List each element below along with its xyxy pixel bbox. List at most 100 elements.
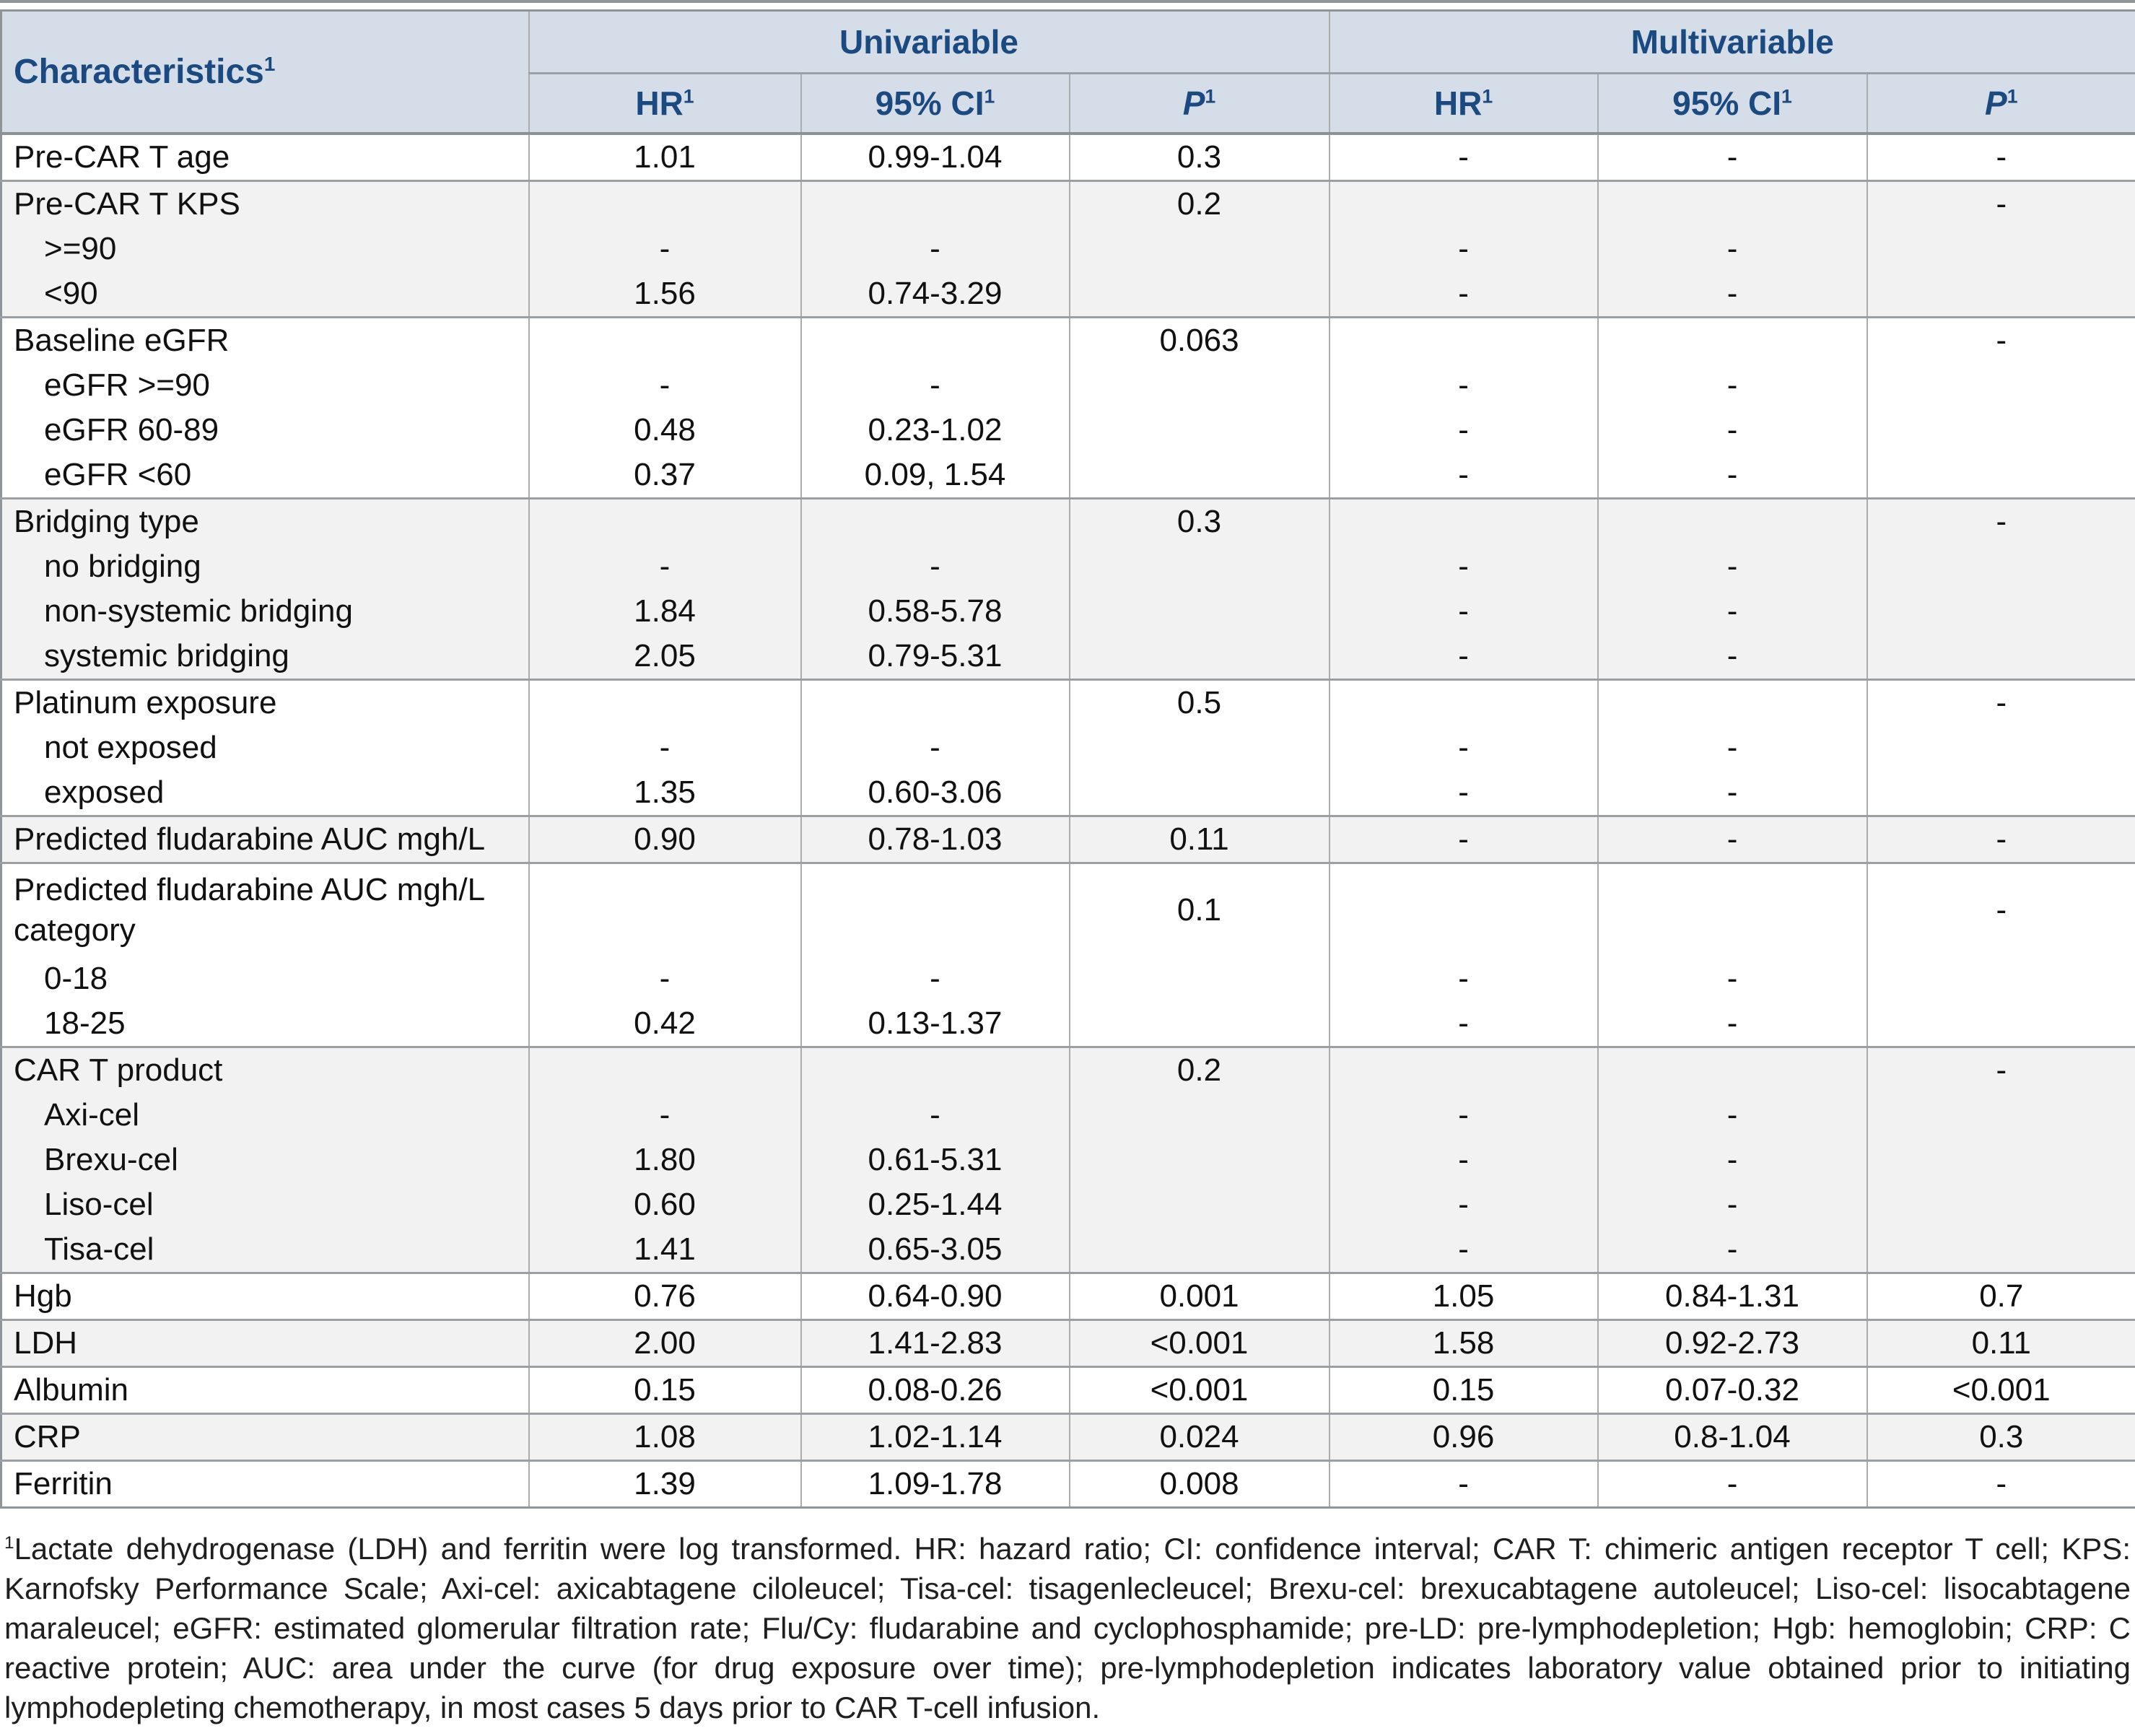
- cell-value: <0.001: [1068, 1366, 1330, 1414]
- column-header-p-univariable: P1: [1068, 72, 1330, 135]
- cell-value: [1866, 271, 2135, 318]
- cell-value: -: [1597, 227, 1867, 271]
- cell-value: -: [1597, 589, 1867, 634]
- cell-value: 1.41: [528, 1227, 801, 1273]
- cell-value: 0.84-1.31: [1597, 1272, 1867, 1320]
- cell-value: 0.79-5.31: [800, 634, 1070, 680]
- cell-value: [528, 1046, 801, 1093]
- cell-value: -: [1328, 1227, 1598, 1273]
- table-row: Hgb 0.76 0.64-0.90 0.001 1.05 0.84-1.31 0.7: [0, 1272, 2135, 1320]
- table-row: Platinum exposure 0.5 -: [0, 679, 2135, 725]
- cell-value: 0.3: [1068, 132, 1330, 181]
- cell-value: [1866, 770, 2135, 816]
- cell-value: 0.08-0.26: [800, 1366, 1070, 1414]
- table-row: 18-25 0.42 0.13-1.37 - -: [0, 1001, 2135, 1047]
- cell-value: [1597, 679, 1867, 725]
- cell-value: [1866, 1182, 2135, 1227]
- row-label: Predicted fludarabine AUC mgh/L: [0, 815, 529, 863]
- cell-value: 0.90: [528, 815, 801, 863]
- cell-value: 0.74-3.29: [800, 271, 1070, 318]
- cell-value: -: [1328, 453, 1598, 499]
- cell-value: -: [528, 1093, 801, 1138]
- cell-value: -: [1597, 1093, 1867, 1138]
- cell-value: [528, 862, 801, 956]
- row-label: Platinum exposure: [0, 679, 529, 725]
- column-group-multivariable: Multivariable: [1328, 10, 2135, 74]
- table-footnote: 1Lactate dehydrogenase (LDH) and ferriti…: [0, 1529, 2135, 1727]
- table-row: Predicted fludarabine AUC mgh/L 0.90 0.78-…: [0, 815, 2135, 863]
- cell-value: -: [800, 227, 1070, 271]
- cell-value: -: [1328, 1001, 1598, 1047]
- cell-value: 0.3: [1068, 497, 1330, 544]
- cell-value: -: [1328, 363, 1598, 408]
- cell-value: [1866, 956, 2135, 1001]
- cell-value: [1866, 1001, 2135, 1047]
- cell-value: -: [528, 725, 801, 770]
- cell-value: [800, 497, 1070, 544]
- cell-value: [1866, 408, 2135, 453]
- cell-value: 0.07-0.32: [1597, 1366, 1867, 1414]
- cell-value: -: [1328, 132, 1598, 181]
- cell-value: [1866, 227, 2135, 271]
- table-row: systemic bridging 2.05 0.79-5.31 - -: [0, 634, 2135, 680]
- cell-value: -: [800, 363, 1070, 408]
- cell-value: [1328, 180, 1598, 227]
- row-label: >=90: [0, 227, 529, 271]
- cell-value: [1068, 271, 1330, 318]
- row-label: Bridging type: [0, 497, 529, 544]
- cell-value: 0.76: [528, 1272, 801, 1320]
- cell-value: -: [1328, 725, 1598, 770]
- cell-value: -: [1328, 634, 1598, 680]
- cell-value: -: [1597, 1138, 1867, 1182]
- cell-value: <0.001: [1866, 1366, 2135, 1414]
- cell-value: -: [1597, 132, 1867, 181]
- row-label: Hgb: [0, 1272, 529, 1320]
- cell-value: -: [1597, 408, 1867, 453]
- row-label: Albumin: [0, 1366, 529, 1414]
- cell-value: [1068, 1093, 1330, 1138]
- cell-value: -: [800, 956, 1070, 1001]
- table-row: no bridging - - - -: [0, 544, 2135, 589]
- cell-value: [1866, 725, 2135, 770]
- table-row: Albumin 0.15 0.08-0.26 <0.001 0.15 0.07-0.32 <…: [0, 1366, 2135, 1414]
- cell-value: -: [1866, 679, 2135, 725]
- cox-regression-table: Characteristics1 Univariable Multivariab…: [0, 9, 2135, 1509]
- cell-value: -: [1866, 815, 2135, 863]
- cell-value: [1866, 1093, 2135, 1138]
- cell-value: [1597, 316, 1867, 363]
- table-row: Axi-cel - - - -: [0, 1093, 2135, 1138]
- column-header-hr-univariable: HR1: [528, 72, 801, 135]
- footnote-marker: 1: [2007, 85, 2018, 108]
- cell-value: [1597, 180, 1867, 227]
- table-row: non-systemic bridging 1.84 0.58-5.78 - -: [0, 589, 2135, 634]
- cell-value: [800, 1046, 1070, 1093]
- table-row: Predicted fludarabine AUC mgh/L category…: [0, 862, 2135, 956]
- table-row: eGFR >=90- - - -: [0, 363, 2135, 408]
- multivariable-label: Multivariable: [1630, 23, 1834, 61]
- cell-value: [1597, 497, 1867, 544]
- footnote-marker: 1: [1781, 85, 1792, 108]
- table-body: Pre-CAR T age 1.01 0.99-1.04 0.3- - - Pre-CAR …: [0, 132, 2135, 1508]
- cell-value: 0.11: [1068, 815, 1330, 863]
- cell-value: -: [1597, 1460, 1867, 1508]
- row-label: Liso-cel: [0, 1182, 529, 1227]
- cell-value: 1.56: [528, 271, 801, 318]
- cell-value: [1328, 1046, 1598, 1093]
- cell-value: 0.23-1.02: [800, 408, 1070, 453]
- row-label: 0-18: [0, 956, 529, 1001]
- cell-value: -: [1597, 1001, 1867, 1047]
- table-row: Pre-CAR T KPS 0.2 -: [0, 180, 2135, 227]
- cell-value: [528, 316, 801, 363]
- cell-value: [1866, 1227, 2135, 1273]
- table-row: Baseline eGFR 0.063 -: [0, 316, 2135, 363]
- cell-value: 1.84: [528, 589, 801, 634]
- cell-value: [528, 497, 801, 544]
- cell-value: -: [1597, 363, 1867, 408]
- header-row-groups: Characteristics1 Univariable Multivariab…: [0, 10, 2135, 135]
- footnote-marker: 1: [263, 53, 276, 75]
- table-row: <90 1.56 0.74-3.29 - -: [0, 271, 2135, 318]
- cell-value: [1866, 544, 2135, 589]
- cell-value: [1068, 956, 1330, 1001]
- table-row: LDH 2.00 1.41-2.83 <0.001 1.58 0.92-2.73 0.11: [0, 1319, 2135, 1367]
- row-label: CAR T product: [0, 1046, 529, 1093]
